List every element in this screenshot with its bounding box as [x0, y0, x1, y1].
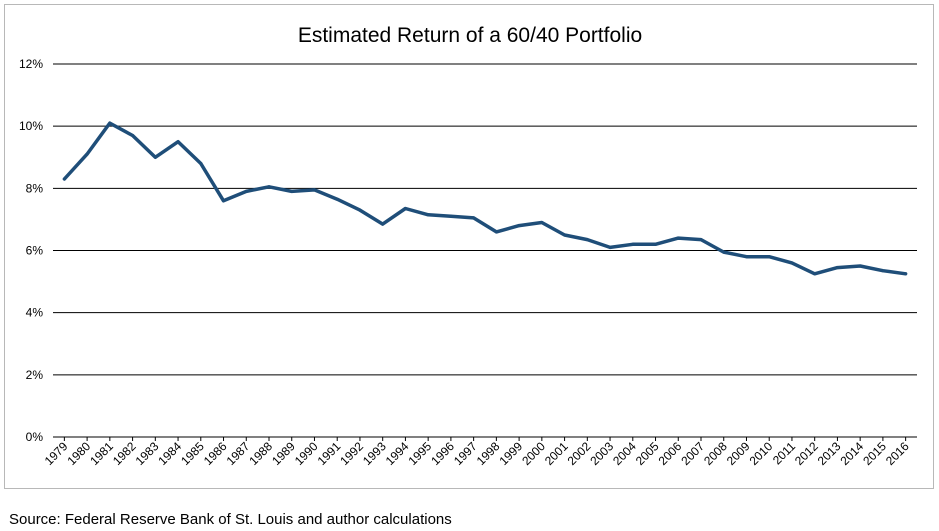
data-point [199, 162, 203, 165]
data-point [426, 213, 430, 217]
data-point [85, 152, 89, 156]
data-point [699, 238, 703, 242]
y-tick-label: 10% [19, 119, 43, 133]
x-tick-label: 1983 [133, 439, 162, 468]
x-tick-label: 2012 [792, 439, 821, 468]
line-chart: Estimated Return of a 60/40 Portfolio 0%… [19, 24, 917, 468]
data-point [381, 222, 385, 226]
data-point [244, 189, 248, 193]
series-layer [62, 121, 908, 276]
x-tick-label: 2008 [701, 439, 730, 468]
data-point [540, 221, 544, 224]
x-tick-label: 2006 [656, 439, 685, 468]
data-point [790, 261, 794, 265]
data-point [472, 216, 476, 220]
gridlines [53, 63, 917, 438]
data-point [449, 214, 453, 218]
x-tick-label: 1999 [496, 439, 525, 468]
x-tick-label: 1993 [360, 439, 389, 468]
x-tick-label: 1997 [451, 439, 480, 468]
data-point [153, 155, 157, 159]
x-tick-label: 1991 [315, 439, 344, 468]
x-tick-label: 2004 [610, 439, 639, 468]
x-tick-label: 1995 [405, 439, 434, 468]
x-tick-label: 2013 [815, 439, 844, 468]
data-point [835, 266, 839, 270]
x-tick-label: 1994 [383, 439, 412, 468]
y-tick-label: 6% [26, 244, 44, 258]
x-axis-ticks: 1979198019811982198319841985198619871988… [42, 437, 912, 468]
data-point [858, 264, 862, 268]
y-tick-label: 2% [26, 368, 44, 382]
x-tick-label: 2014 [837, 439, 866, 468]
x-tick-label: 2010 [747, 439, 776, 468]
x-tick-label: 1990 [292, 439, 321, 468]
y-tick-label: 8% [26, 181, 44, 195]
chart-title: Estimated Return of a 60/40 Portfolio [298, 24, 642, 47]
data-point [904, 272, 908, 276]
data-point [676, 236, 680, 240]
y-tick-label: 0% [26, 430, 44, 444]
x-tick-label: 2003 [587, 439, 616, 468]
x-tick-label: 1988 [246, 439, 275, 468]
x-tick-label: 1992 [337, 439, 366, 468]
x-tick-label: 1979 [42, 439, 71, 468]
x-tick-label: 2002 [565, 439, 594, 468]
data-point [631, 242, 635, 246]
data-point [222, 199, 225, 203]
data-point [290, 189, 294, 193]
data-point [267, 185, 271, 189]
data-point [654, 242, 657, 246]
chart-frame: Estimated Return of a 60/40 Portfolio 0%… [4, 4, 934, 489]
x-tick-label: 1987 [224, 439, 253, 468]
x-tick-label: 2000 [519, 439, 548, 468]
data-point [585, 238, 589, 242]
data-point [358, 208, 362, 212]
data-point [767, 255, 771, 259]
x-tick-label: 2011 [770, 439, 798, 467]
data-point [563, 233, 567, 237]
data-point [813, 272, 817, 276]
x-tick-label: 2001 [542, 439, 571, 468]
y-tick-label: 12% [19, 57, 43, 71]
x-tick-label: 1989 [269, 439, 298, 468]
data-point [881, 269, 885, 273]
data-point [745, 255, 748, 259]
x-tick-label: 1984 [155, 439, 184, 468]
x-tick-label: 2016 [883, 439, 912, 468]
data-point [62, 177, 66, 181]
series-line [62, 121, 908, 276]
x-tick-label: 1986 [201, 439, 230, 468]
x-tick-label: 1985 [178, 439, 207, 468]
x-tick-label: 2005 [633, 439, 662, 468]
data-point [176, 140, 180, 144]
y-tick-label: 4% [26, 306, 44, 320]
x-tick-label: 1981 [87, 439, 116, 468]
x-tick-label: 2007 [678, 439, 707, 468]
x-tick-label: 1998 [474, 439, 503, 468]
data-point [335, 197, 339, 201]
data-point [131, 134, 135, 137]
data-point [608, 245, 612, 249]
data-point [517, 224, 521, 228]
source-note: Source: Federal Reserve Bank of St. Loui… [9, 511, 452, 528]
x-tick-label: 1982 [110, 439, 139, 468]
data-point [722, 250, 726, 254]
data-point [313, 188, 316, 192]
data-point [403, 207, 407, 210]
data-point [494, 230, 498, 234]
x-tick-label: 1980 [64, 439, 93, 468]
y-axis-ticks: 0% 2% 4% 6% 8% 10% 12% [19, 57, 43, 444]
x-tick-label: 2015 [860, 439, 889, 468]
data-point [108, 121, 112, 125]
x-tick-label: 2009 [724, 439, 753, 468]
x-tick-label: 1996 [428, 439, 457, 468]
